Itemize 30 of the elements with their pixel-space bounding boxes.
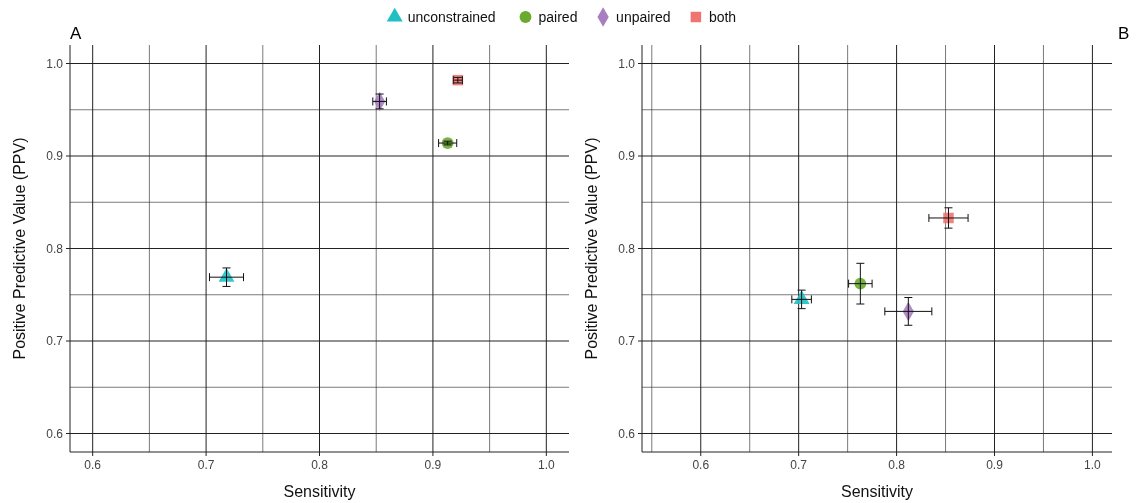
y-tick-label: 0.9	[46, 149, 64, 163]
y-tick-label: 1.0	[46, 56, 64, 71]
x-tick-label: 0.8	[888, 458, 906, 472]
x-tick-label: 0.6	[84, 458, 102, 472]
x-tick-label: 0.8	[311, 458, 329, 472]
x-axis-title: Sensitivity	[283, 483, 356, 500]
y-tick-label: 0.8	[46, 241, 64, 256]
x-tick-label: 0.9	[424, 458, 442, 472]
legend-label: both	[708, 9, 737, 25]
y-tick-label: 0.6	[618, 426, 636, 441]
y-axis-title: Positive Predictive Value (PPV)	[583, 137, 600, 360]
y-tick-label: 0.7	[618, 334, 636, 348]
y-tick-label: 0.9	[618, 149, 636, 163]
text: B	[1118, 24, 1130, 43]
y-tick-label: 0.7	[46, 334, 64, 348]
x-tick-label: 0.7	[790, 458, 808, 472]
legend-label: unconstrained	[407, 9, 496, 25]
y-tick-label: 0.6	[46, 426, 64, 441]
x-tick-label: 0.9	[986, 458, 1004, 472]
legend-label: unpaired	[616, 9, 671, 25]
chart-title: A	[70, 24, 82, 43]
x-tick-label: 0.6	[692, 458, 710, 472]
x-tick-label: 0.7	[197, 458, 215, 472]
x-axis-title: Sensitivity	[840, 483, 914, 500]
x-tick-label: 1.0	[537, 458, 555, 472]
legend-label: paired	[538, 9, 578, 25]
y-axis-title: Positive Predictive Value (PPV)	[11, 137, 28, 360]
y-tick-label: 1.0	[618, 56, 636, 71]
y-tick-label: 0.8	[618, 241, 636, 256]
x-tick-label: 1.0	[1084, 458, 1102, 472]
